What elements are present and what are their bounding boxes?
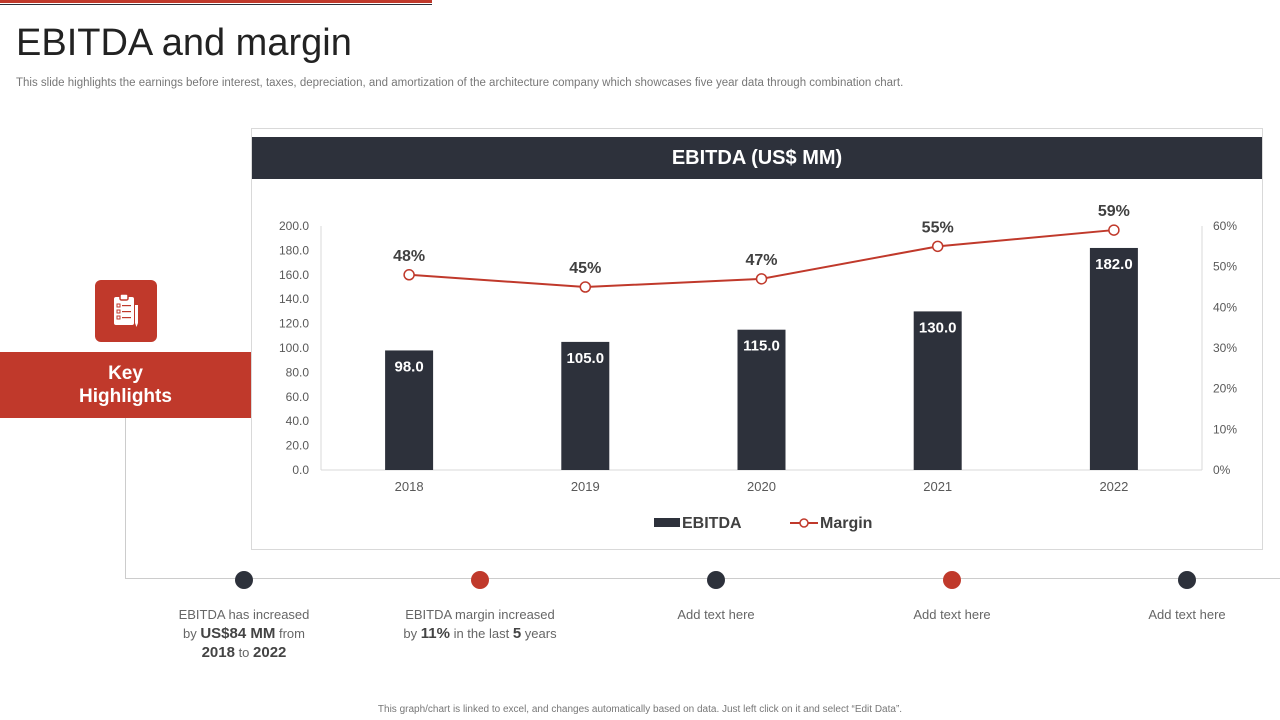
highlight-2-line-b: by 11% in the last 5 years <box>403 625 557 642</box>
margin-data-label: 48% <box>393 248 425 265</box>
bar-data-label: 182.0 <box>1095 256 1133 273</box>
legend-marker-margin <box>799 518 809 528</box>
page-subtitle: This slide highlights the earnings befor… <box>16 77 904 89</box>
x-tick-label: 2020 <box>747 479 776 494</box>
legend-label-ebitda: EBITDA <box>682 515 742 532</box>
y-tick-label: 20.0 <box>286 439 310 453</box>
top-accent-rule-red <box>0 0 432 3</box>
highlight-text-3: Add text here <box>616 605 816 624</box>
legend-swatch-ebitda <box>654 518 680 527</box>
y2-tick-label: 50% <box>1213 260 1237 274</box>
y2-tick-label: 10% <box>1213 422 1237 436</box>
x-tick-label: 2022 <box>1099 479 1128 494</box>
top-accent-rule-dark <box>0 4 432 5</box>
bar-ebitda-2018 <box>385 350 434 470</box>
y-tick-label: 180.0 <box>279 243 309 257</box>
bar-ebitda-2020 <box>737 329 786 470</box>
bar-data-label: 130.0 <box>919 319 957 336</box>
x-tick-label: 2019 <box>571 479 600 494</box>
y2-tick-label: 0% <box>1213 463 1231 477</box>
timeline-dot-4 <box>943 571 961 589</box>
legend-label-margin: Margin <box>820 515 872 532</box>
highlight-2-line-a: EBITDA margin increased <box>405 607 555 622</box>
highlight-text-5: Add text here <box>1087 605 1280 624</box>
footer-note: This graph/chart is linked to excel, and… <box>377 704 903 715</box>
chart-title: EBITDA (US$ MM) <box>252 137 1262 179</box>
y-tick-label: 200.0 <box>279 219 309 233</box>
bar-ebitda-2021 <box>913 311 962 470</box>
margin-data-label: 47% <box>745 252 777 269</box>
margin-point-2021 <box>931 240 944 253</box>
y-tick-label: 140.0 <box>279 292 309 306</box>
timeline-dot-5 <box>1178 571 1196 589</box>
x-tick-label: 2021 <box>923 479 952 494</box>
bar-data-label: 115.0 <box>743 338 780 355</box>
y-tick-label: 160.0 <box>279 268 309 282</box>
highlight-3-line-a: Add text here <box>677 607 755 622</box>
timeline-line <box>125 578 1280 579</box>
y-tick-label: 100.0 <box>279 341 309 355</box>
key-highlights-line1: Key <box>108 363 143 384</box>
bar-ebitda-2019 <box>561 341 610 470</box>
highlight-text-2: EBITDA margin increased by 11% in the la… <box>380 605 580 643</box>
highlight-4-line-a: Add text here <box>913 607 991 622</box>
y2-tick-label: 60% <box>1213 219 1237 233</box>
timeline-dot-2 <box>471 571 489 589</box>
ebitda-chart-panel: EBITDA (US$ MM) 0.0 20.0 40.0 60.0 80.0 100.0… <box>251 128 1263 550</box>
bar-ebitda-2022 <box>1089 247 1138 470</box>
highlight-text-1: EBITDA has increased by US$84 MM from 20… <box>144 605 344 662</box>
highlight-1-line-b: by US$84 MM from <box>183 625 305 642</box>
key-highlights-band: Key Highlights <box>0 352 251 418</box>
y-tick-label: 0.0 <box>292 463 309 477</box>
clipboard-checklist-icon <box>114 293 138 327</box>
highlight-5-line-a: Add text here <box>1148 607 1226 622</box>
key-highlights-icon-box <box>95 280 157 342</box>
margin-point-2022 <box>1108 224 1120 236</box>
y-tick-label: 40.0 <box>286 414 310 428</box>
ebitda-combo-chart: 0.0 20.0 40.0 60.0 80.0 100.0 120.0 140.0 160.0 1… <box>279 203 1237 532</box>
margin-data-label: 59% <box>1098 203 1130 220</box>
y2-tick-label: 30% <box>1213 341 1237 355</box>
margin-data-label: 45% <box>569 260 601 277</box>
page-title: EBITDA and margin <box>16 22 352 64</box>
highlight-1-line-a: EBITDA has increased <box>178 607 310 622</box>
margin-point-2020 <box>755 273 768 285</box>
key-highlights-line2: Highlights <box>79 386 172 407</box>
y-tick-label: 80.0 <box>286 365 310 379</box>
timeline-dot-1 <box>235 571 253 589</box>
highlight-text-4: Add text here <box>852 605 1052 624</box>
y2-tick-label: 40% <box>1213 300 1237 314</box>
margin-point-2018 <box>403 269 415 281</box>
connector-vertical <box>125 418 126 579</box>
margin-point-2019 <box>579 281 592 293</box>
highlight-1-line-c: 2018 to 2022 <box>201 644 287 661</box>
y2-tick-label: 20% <box>1213 382 1237 396</box>
timeline-dot-3 <box>707 571 725 589</box>
y-tick-label: 120.0 <box>279 317 309 331</box>
top-accent-rule <box>0 0 432 6</box>
x-tick-label: 2018 <box>395 479 424 494</box>
y-tick-label: 60.0 <box>286 390 310 404</box>
bar-data-label: 98.0 <box>394 358 423 375</box>
margin-data-label: 55% <box>922 219 954 236</box>
bar-data-label: 105.0 <box>567 350 605 367</box>
